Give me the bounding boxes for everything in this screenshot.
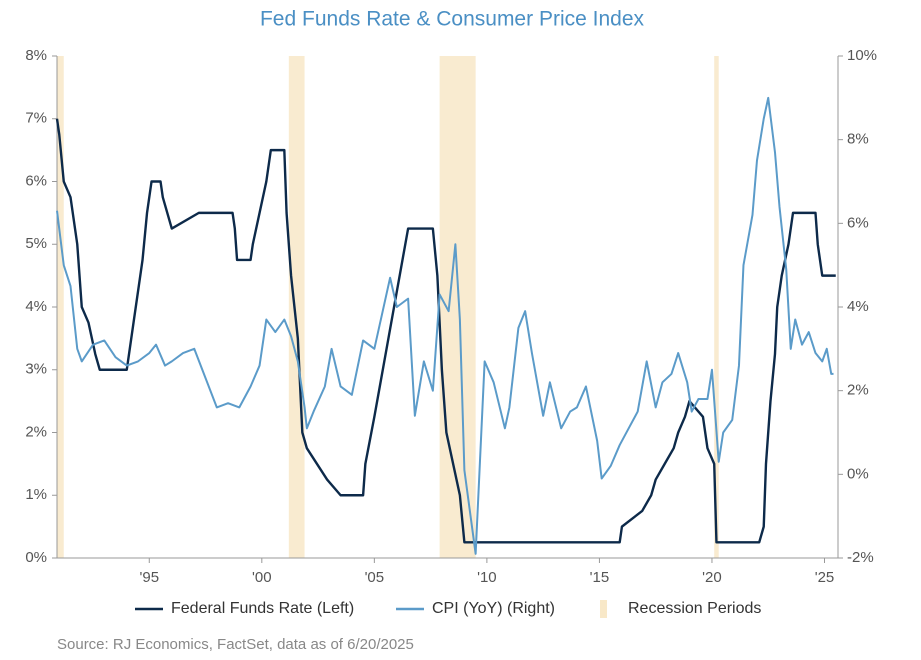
series-line xyxy=(56,96,834,555)
y2-tick-label: 8% xyxy=(847,131,869,148)
x-tick-label: '05 xyxy=(365,569,385,586)
y-tick-label: 5% xyxy=(25,235,47,252)
y-tick-label: 4% xyxy=(25,298,47,315)
legend-label: CPI (YoY) (Right) xyxy=(432,600,555,617)
x-tick-label: '20 xyxy=(702,569,722,586)
source-note: Source: RJ Economics, FactSet, data as o… xyxy=(57,636,414,653)
x-tick-label: '25 xyxy=(815,569,835,586)
y2-tick-label: 4% xyxy=(847,298,869,315)
y-tick-label: 8% xyxy=(25,47,47,64)
recession-band xyxy=(288,56,305,558)
y2-tick-label: 6% xyxy=(847,214,869,231)
recession-band xyxy=(57,56,64,558)
x-tick-label: '95 xyxy=(139,569,159,586)
y2-tick-label: -2% xyxy=(847,549,874,566)
chart-title: Fed Funds Rate & Consumer Price Index xyxy=(260,8,645,31)
x-tick-label: '15 xyxy=(590,569,610,586)
legend-swatch xyxy=(600,600,607,618)
x-tick-label: '00 xyxy=(252,569,272,586)
y-tick-label: 6% xyxy=(25,172,47,189)
y-tick-label: 3% xyxy=(25,361,47,378)
y-tick-label: 0% xyxy=(25,549,47,566)
recession-band xyxy=(714,56,719,558)
x-tick-label: '10 xyxy=(477,569,497,586)
y2-tick-label: 0% xyxy=(847,465,869,482)
series-line xyxy=(55,118,836,544)
y-tick-label: 1% xyxy=(25,486,47,503)
y-tick-label: 7% xyxy=(25,110,47,127)
y2-tick-label: 10% xyxy=(847,47,877,64)
y2-tick-label: 2% xyxy=(847,382,869,399)
legend-label: Recession Periods xyxy=(628,600,761,617)
y-tick-label: 2% xyxy=(25,423,47,440)
legend-label: Federal Funds Rate (Left) xyxy=(171,600,354,617)
